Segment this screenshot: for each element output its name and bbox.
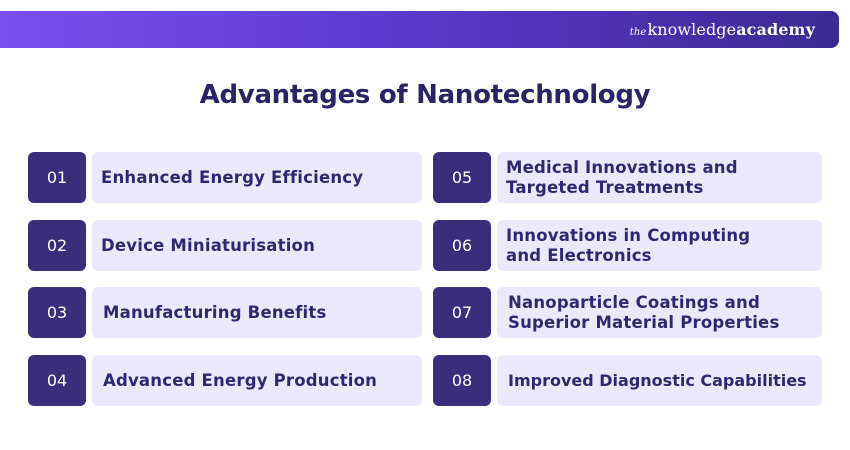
item-label-line: and Electronics (506, 245, 652, 265)
item-label: Advanced Energy Production (92, 355, 422, 406)
item-label-line: Device Miniaturisation (101, 235, 316, 255)
item-number: 01 (28, 152, 86, 203)
item-label: Innovations in Computing and Electronics (497, 220, 822, 271)
item-number: 02 (28, 220, 86, 271)
item-label: Improved Diagnostic Capabilities (497, 355, 822, 406)
item-label: Medical Innovations and Targeted Treatme… (497, 152, 822, 203)
item-number: 04 (28, 355, 86, 406)
brand-logo: theknowledgeacademy (630, 20, 815, 39)
brand-prefix: the (629, 27, 647, 38)
item-number: 03 (28, 287, 86, 338)
item-number: 05 (433, 152, 491, 203)
item-label-line: Targeted Treatments (506, 177, 704, 197)
item-label-line: Advanced Energy Production (103, 370, 378, 390)
item-label-line: Improved Diagnostic Capabilities (508, 370, 807, 390)
item-label-line: Medical Innovations and (506, 157, 738, 177)
item-number: 07 (433, 287, 491, 338)
item-label-line: Innovations in Computing (506, 225, 751, 245)
item-label: Device Miniaturisation (92, 220, 422, 271)
page-title: Advantages of Nanotechnology (199, 80, 651, 110)
item-label: Enhanced Energy Efficiency (92, 152, 422, 203)
item-number: 08 (433, 355, 491, 406)
item-number: 06 (433, 220, 491, 271)
brand-name-bold: academy (736, 20, 815, 39)
brand-name-normal: knowledge (647, 20, 737, 39)
header-banner: theknowledgeacademy (0, 11, 839, 48)
item-label-line: Enhanced Energy Efficiency (101, 167, 364, 187)
item-label-line: Manufacturing Benefits (103, 302, 327, 322)
item-label: Nanoparticle Coatings and Superior Mater… (497, 287, 822, 338)
item-label-line: Superior Material Properties (508, 312, 780, 332)
item-label-line: Nanoparticle Coatings and (508, 292, 760, 312)
item-label: Manufacturing Benefits (92, 287, 422, 338)
